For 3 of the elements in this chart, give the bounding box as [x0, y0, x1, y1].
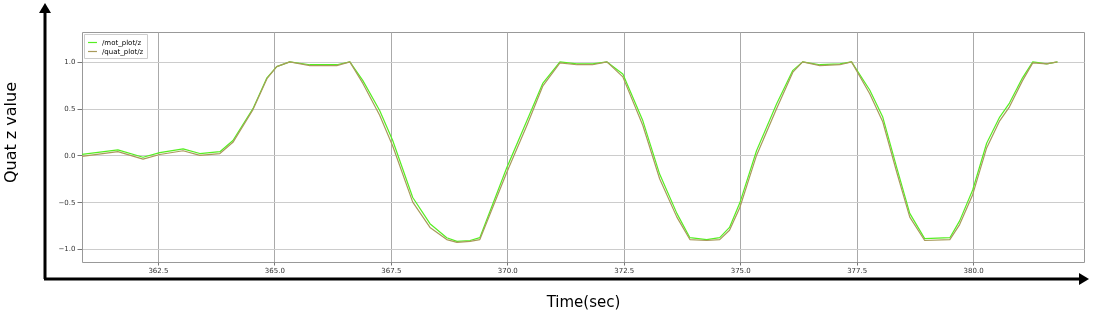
x-axis-title: Time(sec): [545, 292, 621, 311]
line-series: [82, 61, 1059, 243]
y-axis-title: Quat z value: [0, 81, 20, 184]
